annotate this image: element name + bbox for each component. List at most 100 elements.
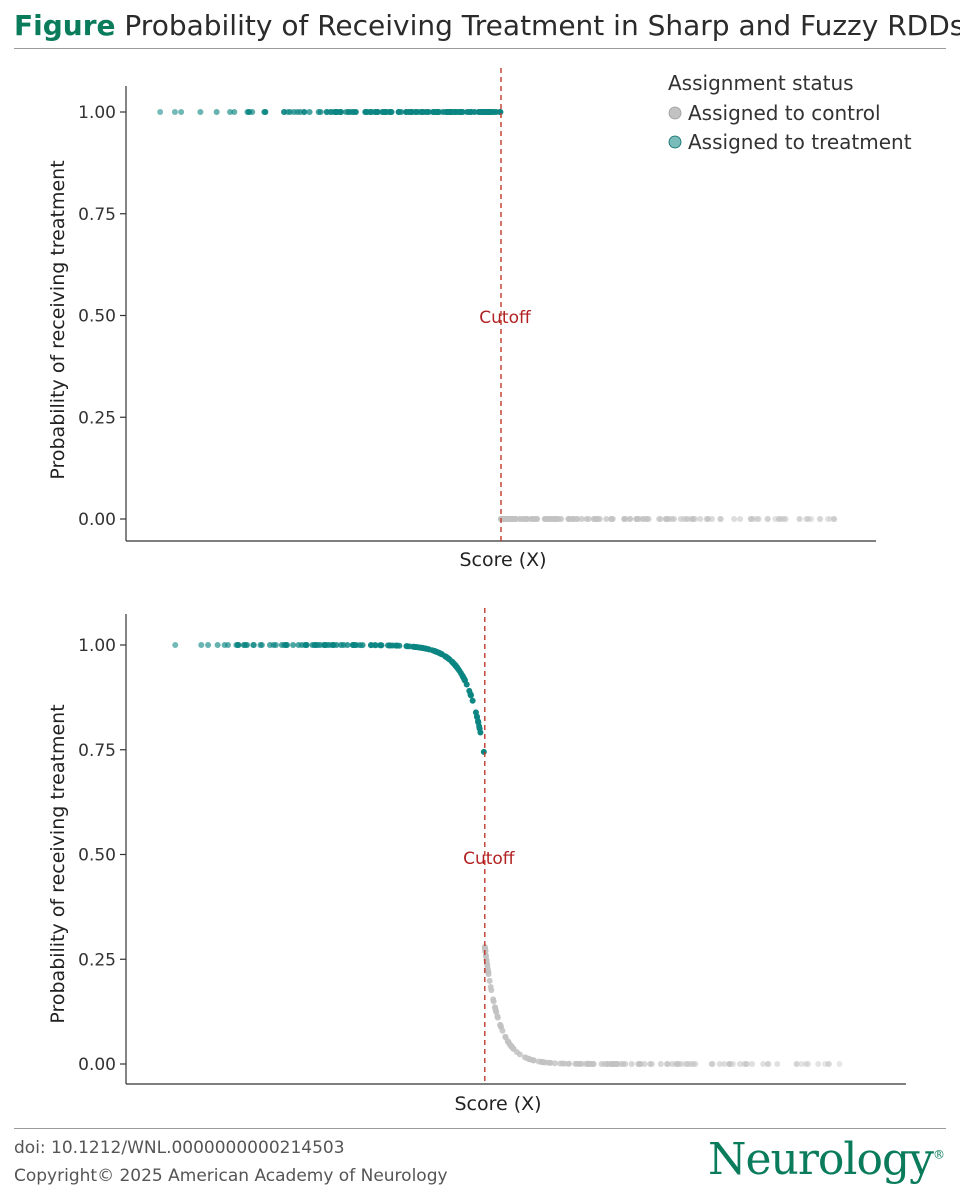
treatment-point xyxy=(240,642,247,649)
treatment-point xyxy=(425,646,432,653)
treatment-point xyxy=(452,662,459,669)
control-point xyxy=(781,516,788,522)
treatment-point xyxy=(415,644,422,651)
control-point xyxy=(764,516,771,522)
treatment-point xyxy=(157,109,164,115)
control-point xyxy=(643,516,650,522)
treatment-point xyxy=(418,109,425,115)
control-point xyxy=(620,1060,627,1067)
treatment-point xyxy=(280,109,287,115)
control-point xyxy=(491,1004,498,1011)
control-point xyxy=(502,1033,509,1040)
legend-title: Assignment status xyxy=(668,71,854,95)
treatment-point xyxy=(468,109,475,115)
legend-marker-treatment xyxy=(668,135,682,149)
treatment-point xyxy=(443,654,450,661)
chart-area: 0.00 0.25 0.50 0.75 1.00 Cutoff Score (X) Pr… xyxy=(47,68,912,1115)
treatment-point xyxy=(205,642,212,648)
control-point xyxy=(529,516,536,522)
treatment-point xyxy=(224,642,231,649)
control-point xyxy=(793,1061,800,1067)
control-point xyxy=(648,1060,655,1067)
control-point xyxy=(817,516,824,522)
treatment-point xyxy=(472,709,479,716)
control-point xyxy=(822,1061,829,1067)
control-point xyxy=(603,516,610,522)
control-point xyxy=(669,1060,676,1067)
control-point xyxy=(690,1061,697,1067)
control-point xyxy=(816,516,823,522)
control-point xyxy=(721,1061,728,1067)
treatment-point xyxy=(172,642,179,648)
treatment-point xyxy=(266,642,273,649)
treatment-point xyxy=(285,109,292,115)
treatment-point xyxy=(328,109,335,115)
control-point xyxy=(585,1060,592,1067)
control-point xyxy=(803,516,810,522)
control-point xyxy=(608,516,615,522)
y-tick-label: 0.50 xyxy=(78,307,116,327)
treatment-point xyxy=(371,642,378,649)
cutoff-label: Cutoff xyxy=(479,308,532,328)
control-point xyxy=(609,1060,616,1067)
control-point xyxy=(627,516,634,522)
control-point xyxy=(826,516,833,522)
control-point xyxy=(490,996,497,1003)
treatment-point xyxy=(337,109,344,115)
treatment-point xyxy=(419,645,426,652)
y-tick-label: 1.00 xyxy=(78,103,116,123)
treatment-point xyxy=(340,642,347,649)
control-point xyxy=(663,1060,670,1067)
control-point xyxy=(836,1061,843,1067)
treatment-point xyxy=(490,109,497,115)
control-point xyxy=(551,1060,558,1067)
treatment-point xyxy=(405,109,412,115)
treatment-point xyxy=(343,109,350,115)
treatment-point xyxy=(332,109,339,115)
treatment-point xyxy=(290,642,297,649)
registered-mark: ® xyxy=(933,1147,945,1162)
cutoff-label: Cutoff xyxy=(463,849,516,869)
y-tick-label: 0.75 xyxy=(78,205,116,225)
control-point xyxy=(628,1060,635,1067)
treatment-point xyxy=(431,109,438,115)
treatment-point xyxy=(258,642,265,649)
control-point xyxy=(764,1061,771,1067)
control-point xyxy=(622,516,629,522)
y-tick-label: 0.25 xyxy=(78,408,116,428)
treatment-point xyxy=(435,649,442,656)
x-axis-label: Score (X) xyxy=(459,549,546,571)
control-point xyxy=(506,516,513,522)
treatment-point xyxy=(306,109,313,115)
treatment-point xyxy=(480,748,487,755)
figure-title-text: Probability of Receiving Treatment in Sh… xyxy=(124,9,960,42)
control-point xyxy=(824,516,831,522)
control-point xyxy=(796,516,803,522)
control-point xyxy=(798,1061,805,1067)
control-point xyxy=(825,1061,832,1067)
control-point xyxy=(561,1060,568,1067)
treatment-point xyxy=(282,642,289,649)
treatment-point xyxy=(476,723,483,730)
control-point xyxy=(641,1060,648,1067)
control-point xyxy=(657,516,664,522)
treatment-point xyxy=(496,109,503,115)
treatment-point xyxy=(323,642,330,649)
treatment-point xyxy=(425,109,432,115)
doi-text[interactable]: doi: 10.1212/WNL.0000000000214503 xyxy=(14,1138,345,1158)
treatment-point xyxy=(377,642,384,649)
x-axis-label: Score (X) xyxy=(454,1093,541,1115)
control-point xyxy=(671,516,678,522)
treatment-point xyxy=(323,109,330,115)
y-tick-label: 0.00 xyxy=(78,510,116,530)
treatment-point xyxy=(351,642,358,649)
treatment-point xyxy=(213,109,220,115)
control-point xyxy=(736,1061,743,1067)
control-point xyxy=(578,516,585,522)
treatment-point xyxy=(485,109,492,115)
treatment-point xyxy=(198,642,205,648)
treatment-point xyxy=(444,109,451,115)
control-point xyxy=(737,516,744,522)
treatment-point xyxy=(315,109,322,115)
control-point xyxy=(831,516,838,522)
